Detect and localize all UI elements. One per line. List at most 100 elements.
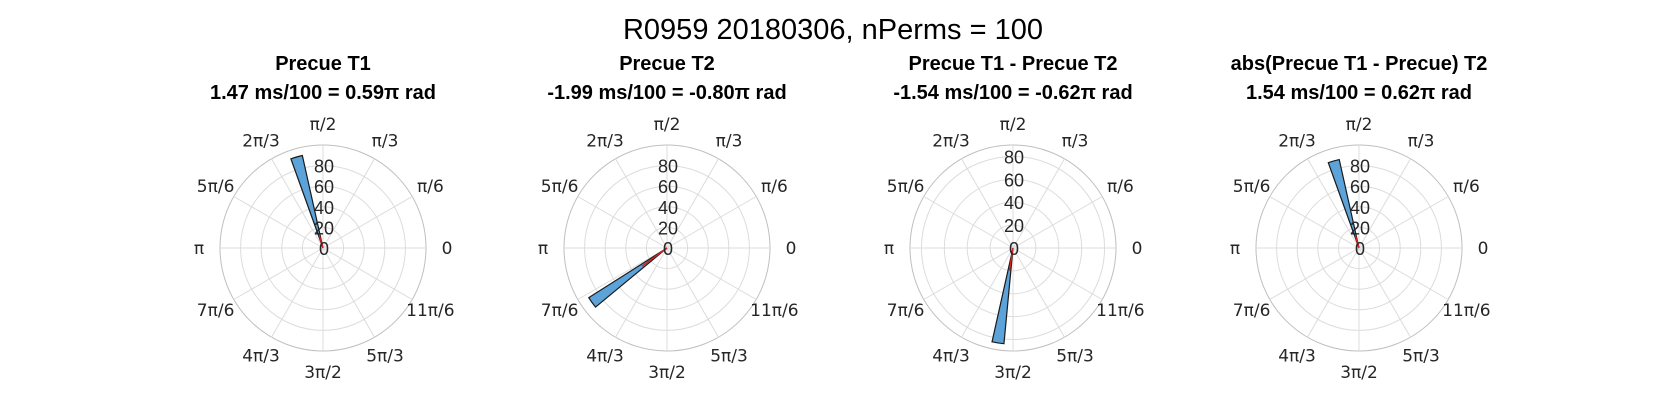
mean-vector-line — [1008, 247, 1014, 271]
theta-tick-label: 2π/3 — [242, 132, 280, 152]
r-tick-label: 0 — [663, 239, 673, 259]
theta-grid-line — [1307, 247, 1360, 338]
theta-tick-label: π/3 — [1062, 132, 1089, 152]
theta-grid-line — [1358, 196, 1449, 249]
theta-tick-label: 4π/3 — [586, 346, 624, 366]
theta-grid-line — [1307, 158, 1360, 249]
r-tick-label: 40 — [1350, 198, 1370, 218]
theta-grid-line — [271, 158, 324, 249]
polar-chart-2: Precue T2 -1.99 ms/100 = -0.80π rad 0 π/6 π/… — [538, 53, 799, 383]
theta-tick-label: 2π/3 — [1278, 132, 1316, 152]
theta-tick-label: 11π/6 — [1442, 301, 1490, 321]
panel-title-line1: abs(Precue T1 - Precue) T2 — [1231, 53, 1488, 75]
theta-tick-label: 4π/3 — [1278, 346, 1316, 366]
theta-grid-line — [322, 247, 375, 338]
theta-grid-line — [666, 196, 757, 249]
theta-tick-label: π/3 — [372, 132, 399, 152]
theta-tick-label: π — [884, 239, 894, 259]
r-tick-label: 20 — [658, 218, 678, 238]
theta-grid-line — [322, 247, 413, 300]
mean-vector-line — [318, 234, 324, 249]
theta-tick-label: 2π/3 — [586, 132, 624, 152]
theta-tick-label: π — [1230, 239, 1240, 259]
theta-grid-line — [923, 196, 1014, 249]
polar-chart-1: Precue T1 1.47 ms/100 = 0.59π rad 0 π/6 π/3 π… — [194, 53, 455, 383]
theta-grid-line — [961, 158, 1014, 249]
theta-tick-label: π/6 — [761, 177, 788, 197]
histogram-bar — [991, 247, 1014, 345]
theta-tick-label: π/3 — [716, 132, 743, 152]
theta-grid-line — [615, 247, 668, 338]
theta-tick-label: 5π/3 — [1056, 346, 1094, 366]
polar-panels: Precue T1 1.47 ms/100 = 0.59π rad 0 π/6 π/3 π… — [194, 53, 1491, 383]
theta-tick-label: 0 — [1132, 239, 1143, 259]
theta-tick-label: 5π/6 — [541, 177, 579, 197]
theta-tick-label: 3π/2 — [1340, 363, 1378, 383]
theta-tick-label: π/2 — [1346, 115, 1373, 135]
mean-vector-line — [1354, 234, 1360, 249]
r-tick-label: 80 — [314, 157, 334, 177]
theta-tick-label: 0 — [442, 239, 453, 259]
theta-tick-label: 0 — [786, 239, 797, 259]
mean-vector-line — [641, 247, 668, 267]
theta-grid-line — [233, 196, 324, 249]
theta-grid-line — [1358, 247, 1411, 338]
r-tick-label: 60 — [1350, 177, 1370, 197]
theta-tick-label: 11π/6 — [406, 301, 454, 321]
r-tick-label: 60 — [314, 177, 334, 197]
theta-tick-label: 11π/6 — [750, 301, 798, 321]
theta-tick-label: π/3 — [1408, 132, 1435, 152]
r-tick-label: 20 — [314, 218, 334, 238]
theta-tick-label: π/6 — [417, 177, 444, 197]
theta-grid-line — [615, 158, 668, 249]
polar-chart-3: Precue T1 - Precue T2 -1.54 ms/100 = -0.6… — [884, 53, 1145, 383]
panel-title-line1: Precue T1 — [275, 53, 371, 75]
theta-tick-label: 5π/3 — [1402, 346, 1440, 366]
theta-grid-line — [233, 247, 324, 300]
panel-title-line1: Precue T1 - Precue T2 — [909, 53, 1118, 75]
theta-grid-line — [1358, 158, 1411, 249]
theta-grid-line — [577, 247, 668, 300]
theta-grid-line — [666, 247, 757, 300]
r-tick-label: 0 — [1355, 239, 1365, 259]
panel-title-line2: 1.47 ms/100 = 0.59π rad — [210, 82, 436, 104]
theta-grid-line — [1012, 196, 1103, 249]
theta-tick-label: 7π/6 — [887, 301, 925, 321]
theta-tick-label: 5π/6 — [197, 177, 235, 197]
theta-tick-label: π/2 — [310, 115, 337, 135]
r-tick-label: 60 — [1004, 170, 1024, 190]
theta-grid-line — [961, 247, 1014, 338]
r-tick-label: 40 — [658, 198, 678, 218]
theta-tick-label: 4π/3 — [242, 346, 280, 366]
r-tick-label: 80 — [658, 157, 678, 177]
theta-tick-label: 3π/2 — [304, 363, 342, 383]
theta-grid-line — [1358, 247, 1449, 300]
theta-grid-line — [1012, 247, 1103, 300]
theta-tick-label: π/2 — [654, 115, 681, 135]
r-tick-label: 0 — [1009, 239, 1019, 259]
theta-grid-line — [322, 158, 375, 249]
histogram-bar — [290, 154, 324, 249]
r-tick-label: 60 — [658, 177, 678, 197]
theta-tick-label: 2π/3 — [932, 132, 970, 152]
panel-title-line1: Precue T2 — [619, 53, 715, 75]
theta-grid-line — [322, 196, 413, 249]
theta-tick-label: π/6 — [1107, 177, 1134, 197]
theta-tick-label: 7π/6 — [1233, 301, 1271, 321]
theta-tick-label: 5π/3 — [366, 346, 404, 366]
panel-title-line2: -1.54 ms/100 = -0.62π rad — [893, 82, 1132, 104]
theta-tick-label: 0 — [1478, 239, 1489, 259]
theta-grid-line — [1269, 196, 1360, 249]
theta-tick-label: π/6 — [1453, 177, 1480, 197]
theta-tick-label: 5π/6 — [1233, 177, 1271, 197]
theta-grid-line — [666, 247, 719, 338]
r-tick-label: 40 — [1004, 193, 1024, 213]
panel-title-line2: 1.54 ms/100 = 0.62π rad — [1246, 82, 1472, 104]
theta-tick-label: 3π/2 — [648, 363, 686, 383]
r-tick-label: 20 — [1350, 218, 1370, 238]
theta-tick-label: 5π/3 — [710, 346, 748, 366]
theta-grid-line — [577, 196, 668, 249]
theta-tick-label: π — [538, 239, 548, 259]
r-tick-label: 40 — [314, 198, 334, 218]
